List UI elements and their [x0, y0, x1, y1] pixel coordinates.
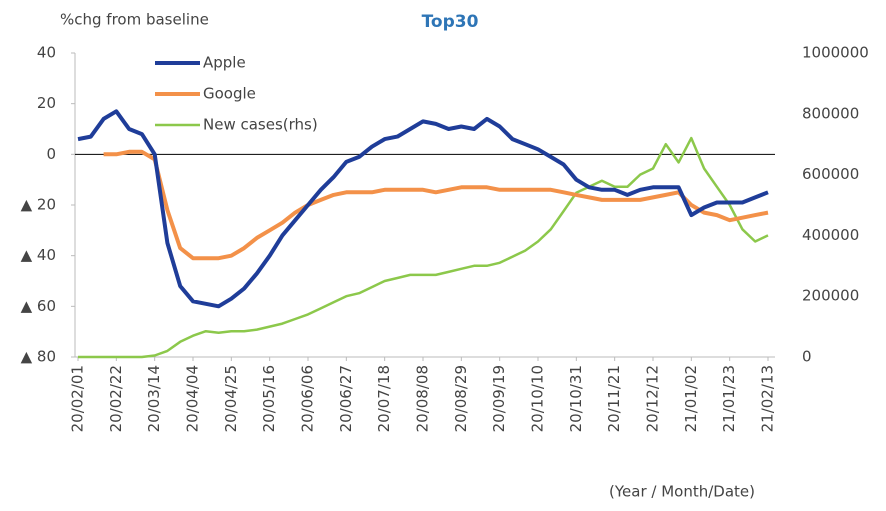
y2-tick-label: 600000: [802, 165, 859, 183]
x-tick-label: 21/01/02: [682, 365, 700, 432]
x-tick-label: 20/10/10: [529, 365, 547, 432]
y-tick-label: ▲ 60: [21, 297, 56, 315]
x-tick-label: 20/02/01: [69, 365, 87, 432]
series-line: [103, 149, 769, 261]
series-line: [77, 109, 769, 309]
x-axis-label: (Year / Month/Date): [609, 483, 755, 501]
y-tick-label: 40: [37, 44, 56, 62]
x-tick-label: 21/02/13: [759, 365, 777, 432]
x-tick-label: 20/04/25: [222, 365, 240, 432]
x-tick-label: 20/03/14: [145, 365, 163, 432]
y2-tick-label: 1000000: [802, 44, 869, 62]
chart-title: Top30: [422, 12, 479, 32]
x-tick-label: 20/08/29: [452, 365, 470, 432]
y-tick-label: 0: [46, 145, 56, 163]
series-line: [78, 136, 769, 359]
y2-tick-label: 400000: [802, 226, 859, 244]
y2-tick-label: 800000: [802, 104, 859, 122]
y-tick-label: ▲ 80: [21, 348, 56, 366]
x-tick-label: 20/11/21: [605, 365, 623, 432]
y-tick-label: ▲ 40: [21, 246, 56, 264]
y-tick-label: 20: [37, 94, 56, 112]
y2-tick-label: 200000: [802, 287, 859, 305]
x-tick-label: 20/12/12: [644, 365, 662, 432]
x-tick-label: 20/06/27: [337, 365, 355, 432]
x-tick-label: 20/09/19: [490, 365, 508, 432]
x-tick-label: 20/07/18: [375, 365, 393, 432]
x-tick-label: 21/01/23: [720, 365, 738, 432]
legend-label: Google: [203, 85, 256, 103]
x-tick-label: 20/04/04: [184, 365, 202, 432]
x-tick-label: 20/08/08: [414, 365, 432, 432]
x-tick-label: 20/02/22: [107, 365, 125, 432]
y-axis-label: %chg from baseline: [60, 11, 209, 29]
x-tick-label: 20/10/31: [567, 365, 585, 432]
y-tick-label: ▲ 20: [21, 196, 56, 214]
x-tick-label: 20/06/06: [299, 365, 317, 432]
legend-label: New cases(rhs): [203, 116, 318, 134]
y2-tick-label: 0: [802, 348, 812, 366]
x-tick-label: 20/05/16: [260, 365, 278, 432]
legend-label: Apple: [203, 54, 246, 72]
